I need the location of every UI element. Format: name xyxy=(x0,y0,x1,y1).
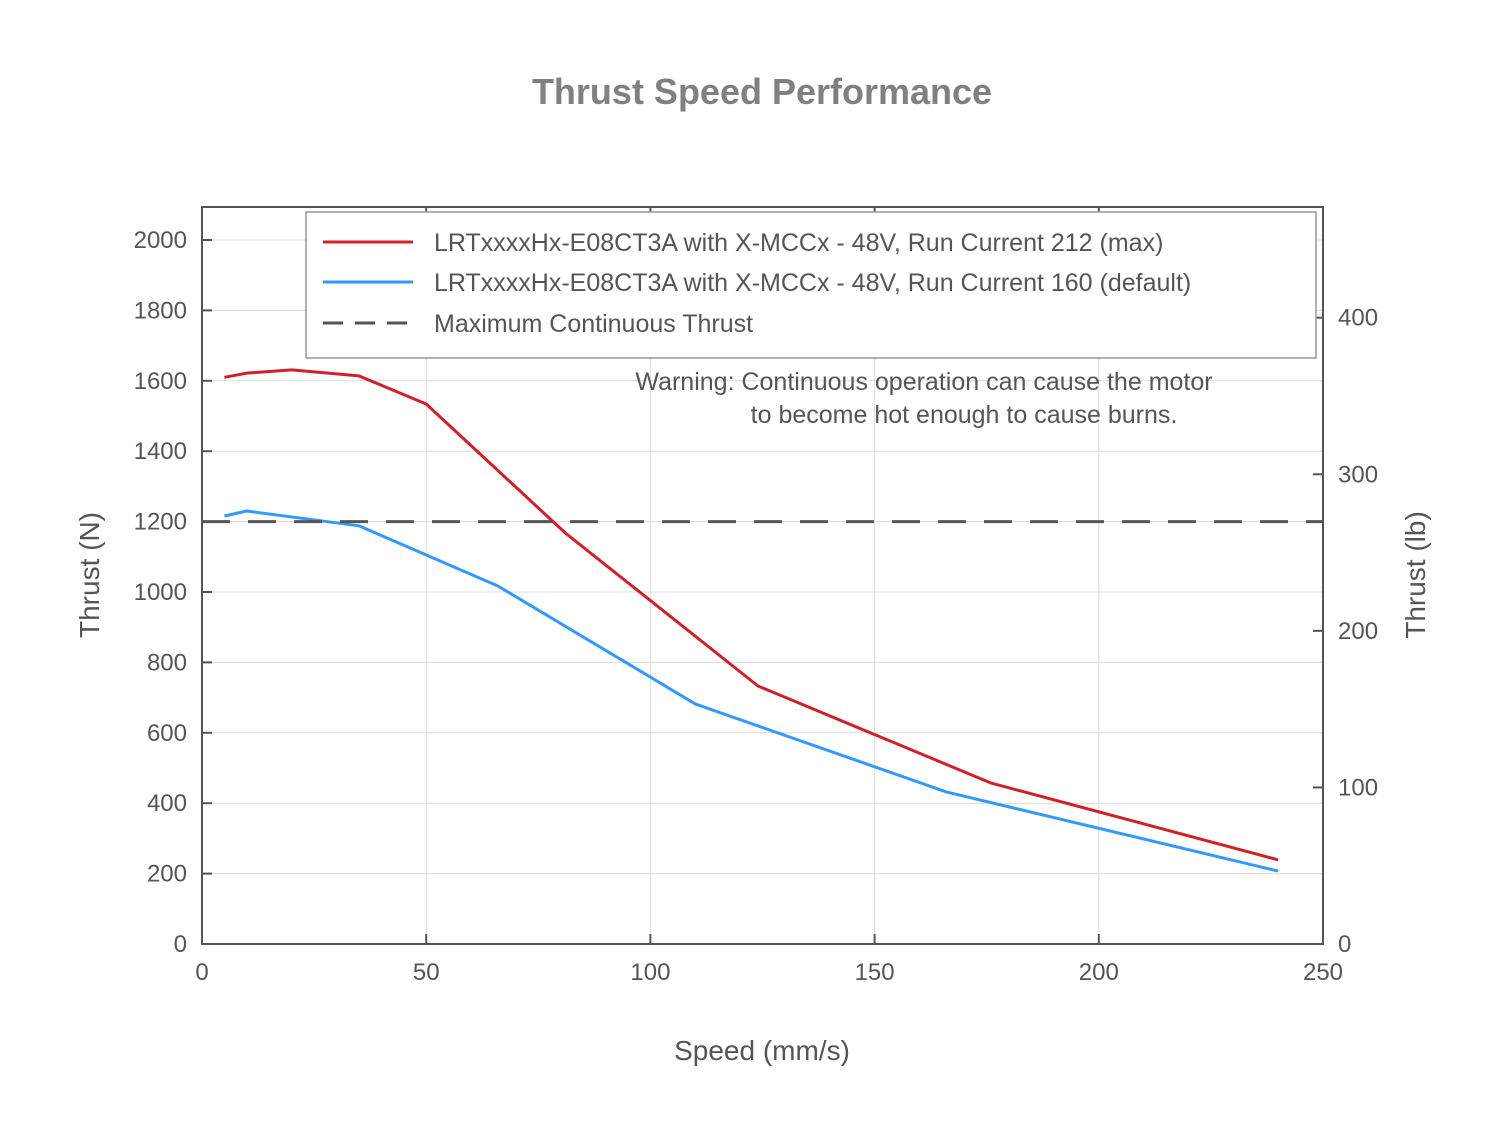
y-axis-label: Thrust (N) xyxy=(74,512,105,638)
x-tick-label: 250 xyxy=(1303,959,1343,986)
chart-title: Thrust Speed Performance xyxy=(532,71,992,112)
warning-annotation-line2: to become hot enough to cause burns. xyxy=(751,401,1178,429)
y-right-tick-label: 300 xyxy=(1338,461,1378,488)
x-tick-label: 200 xyxy=(1079,959,1119,986)
y-tick-label: 200 xyxy=(147,861,187,888)
legend-label-0: LRTxxxxHx-E08CT3A with X-MCCx - 48V, Run… xyxy=(434,229,1163,257)
y-right-tick-label: 0 xyxy=(1338,931,1351,958)
x-tick-label: 150 xyxy=(855,959,895,986)
x-axis-label: Speed (mm/s) xyxy=(674,1035,850,1066)
y-tick-label: 1200 xyxy=(134,509,187,536)
y-axis-right-label: Thrust (lb) xyxy=(1400,511,1431,639)
series-group xyxy=(202,368,1323,873)
x-tick-label: 100 xyxy=(630,959,670,986)
y-tick-label: 0 xyxy=(174,931,187,958)
y-tick-label: 2000 xyxy=(134,227,187,254)
warning-annotation-line1: Warning: Continuous operation can cause … xyxy=(635,368,1212,396)
y-right-tick-label: 400 xyxy=(1338,305,1378,332)
x-tick-label: 0 xyxy=(195,959,208,986)
y-tick-label: 600 xyxy=(147,720,187,747)
series-line-0 xyxy=(224,368,1279,862)
series-line-1 xyxy=(224,509,1279,873)
y-tick-label: 800 xyxy=(147,649,187,676)
legend-label-2: Maximum Continuous Thrust xyxy=(434,310,753,338)
y-tick-label: 1800 xyxy=(134,297,187,324)
legend: LRTxxxxHx-E08CT3A with X-MCCx - 48V, Run… xyxy=(305,211,1317,359)
y-right-tick-label: 100 xyxy=(1338,774,1378,801)
y-right-tick-label: 200 xyxy=(1338,618,1378,645)
legend-box xyxy=(305,211,1317,359)
x-tick-label: 50 xyxy=(413,959,440,986)
y-tick-label: 400 xyxy=(147,790,187,817)
y-tick-label: 1600 xyxy=(134,368,187,395)
y-tick-label: 1400 xyxy=(134,438,187,465)
y-tick-label: 1000 xyxy=(134,579,187,606)
legend-label-1: LRTxxxxHx-E08CT3A with X-MCCx - 48V, Run… xyxy=(434,269,1191,297)
plot-frame xyxy=(201,206,1324,945)
